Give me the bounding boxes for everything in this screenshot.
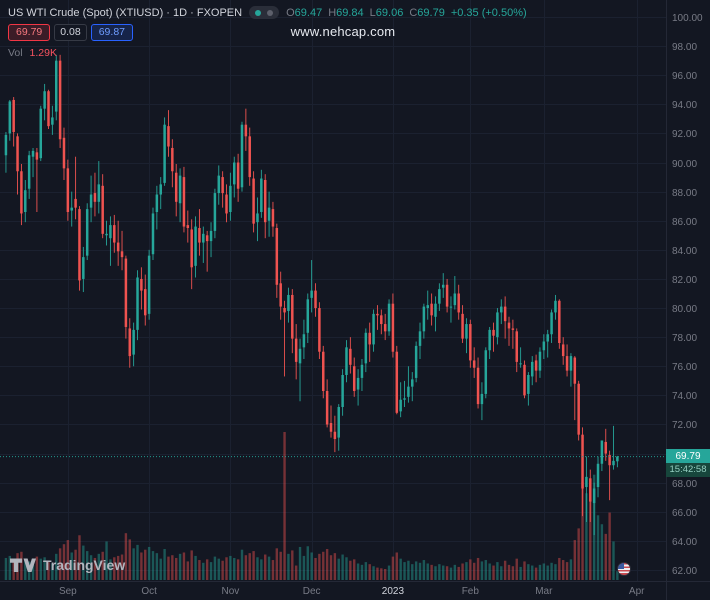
volume-value: 1.29K bbox=[29, 47, 57, 59]
svg-text:96.00: 96.00 bbox=[672, 71, 697, 82]
svg-text:76.00: 76.00 bbox=[672, 362, 697, 373]
buy-price-button[interactable]: 69.87 bbox=[90, 24, 133, 41]
low-value: 69.06 bbox=[375, 6, 404, 19]
svg-text:90.00: 90.00 bbox=[672, 159, 697, 170]
svg-text:Mar: Mar bbox=[535, 586, 553, 597]
svg-text:Nov: Nov bbox=[221, 586, 239, 597]
source-dot-icon bbox=[255, 9, 262, 16]
spread-value: 0.08 bbox=[54, 24, 87, 41]
svg-text:94.00: 94.00 bbox=[672, 100, 697, 111]
visibility-toggle[interactable] bbox=[249, 6, 280, 19]
eye-icon bbox=[267, 9, 274, 16]
low-label: L bbox=[369, 6, 376, 19]
svg-text:68.00: 68.00 bbox=[672, 479, 697, 490]
svg-text:Sep: Sep bbox=[59, 586, 77, 597]
svg-text:98.00: 98.00 bbox=[672, 42, 697, 53]
svg-text:74.00: 74.00 bbox=[672, 391, 697, 402]
price-axis[interactable]: 62.0064.0066.0068.0070.0072.0074.0076.00… bbox=[672, 13, 703, 577]
change-value: +0.35 (+0.50%) bbox=[450, 6, 527, 19]
svg-text:Dec: Dec bbox=[303, 586, 321, 597]
svg-text:92.00: 92.00 bbox=[672, 129, 697, 140]
tradingview-mark-icon bbox=[10, 558, 37, 572]
svg-text:82.00: 82.00 bbox=[672, 275, 697, 286]
last-price-value: 69.79 bbox=[666, 448, 710, 463]
svg-text:Feb: Feb bbox=[462, 586, 480, 597]
svg-text:64.00: 64.00 bbox=[672, 537, 697, 548]
svg-text:100.00: 100.00 bbox=[672, 13, 703, 24]
open-label: O bbox=[286, 6, 295, 19]
high-value: 69.84 bbox=[336, 6, 364, 19]
svg-text:66.00: 66.00 bbox=[672, 508, 697, 519]
close-value: 69.79 bbox=[417, 6, 445, 19]
sell-price-button[interactable]: 69.79 bbox=[8, 24, 51, 41]
svg-text:72.00: 72.00 bbox=[672, 420, 697, 431]
last-price-label[interactable]: 69.79 15:42:58 bbox=[666, 448, 710, 477]
time-axis[interactable]: Sep Oct Nov Dec 2023 Feb Mar Apr bbox=[59, 586, 645, 597]
tradingview-logo[interactable]: TradingView bbox=[10, 557, 125, 573]
chart-legend: US WTI Crude (Spot) (XTIUSD) · 1D · FXOP… bbox=[8, 6, 527, 59]
high-label: H bbox=[328, 6, 337, 19]
svg-text:84.00: 84.00 bbox=[672, 246, 697, 257]
volume-legend: Vol 1.29K bbox=[8, 47, 527, 59]
svg-text:86.00: 86.00 bbox=[672, 217, 697, 228]
ohlc-values: O69.47 H69.84 L69.06 C69.79 +0.35 (+0.50… bbox=[286, 7, 527, 19]
svg-text:Apr: Apr bbox=[629, 586, 645, 597]
watermark-text: www.nehcap.com bbox=[290, 24, 396, 39]
open-value: 69.47 bbox=[294, 6, 323, 19]
volume-label: Vol bbox=[8, 47, 23, 59]
volume-layer bbox=[4, 432, 619, 580]
grid-lines bbox=[0, 0, 666, 581]
symbol-title[interactable]: US WTI Crude (Spot) (XTIUSD) · 1D · FXOP… bbox=[8, 6, 243, 19]
svg-text:62.00: 62.00 bbox=[672, 566, 697, 577]
economic-event-flag-icon[interactable] bbox=[617, 562, 631, 576]
bar-countdown: 15:42:58 bbox=[666, 462, 710, 477]
quote-widget: 69.79 0.08 69.87 bbox=[8, 24, 527, 41]
svg-text:Oct: Oct bbox=[141, 586, 157, 597]
svg-text:2023: 2023 bbox=[382, 586, 405, 597]
tradingview-logo-text: TradingView bbox=[43, 557, 126, 573]
candlestick-layer bbox=[0, 54, 666, 536]
svg-text:78.00: 78.00 bbox=[672, 333, 697, 344]
svg-text:80.00: 80.00 bbox=[672, 304, 697, 315]
svg-text:88.00: 88.00 bbox=[672, 188, 697, 199]
close-label: C bbox=[409, 6, 418, 19]
